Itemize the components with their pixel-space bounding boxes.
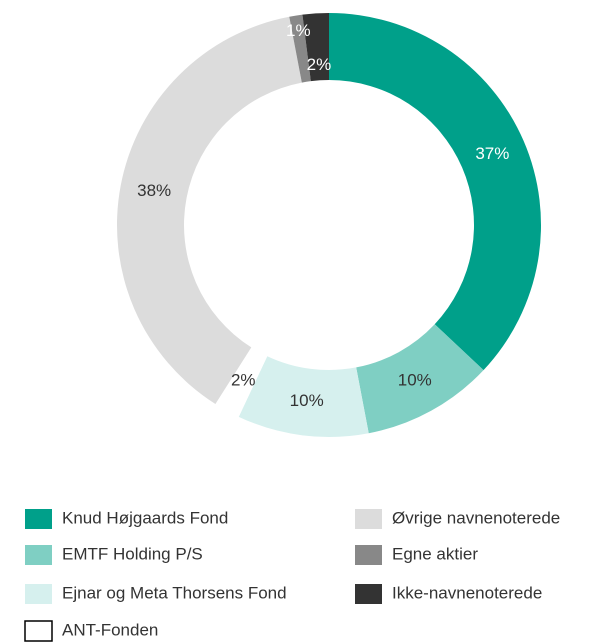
donut-segment [215, 347, 268, 417]
data-label: 2% [307, 55, 332, 74]
donut-segment [117, 16, 302, 404]
donut-segment [356, 324, 484, 434]
donut-segment [329, 13, 541, 371]
legend-label: Egne aktier [392, 544, 478, 563]
data-label: 10% [398, 370, 432, 389]
data-label: 37% [475, 144, 509, 163]
legend-label: Ejnar og Meta Thorsens Fond [62, 583, 287, 602]
legend-label: Knud Højgaards Fond [62, 508, 228, 527]
legend-label: EMTF Holding P/S [62, 544, 203, 563]
legend-swatch [355, 545, 382, 565]
data-label: 2% [231, 370, 256, 389]
data-label: 10% [290, 391, 324, 410]
legend-swatch [25, 584, 52, 604]
donut-segment [302, 13, 329, 82]
legend-label: ANT-Fonden [62, 620, 158, 639]
donut-segment [238, 356, 369, 437]
data-label: 38% [137, 181, 171, 200]
legend-swatch [24, 620, 53, 642]
data-label: 1% [286, 21, 311, 40]
legend-label: Øvrige navnenoterede [392, 508, 560, 527]
donut-segment [289, 14, 311, 83]
legend-swatch [355, 584, 382, 604]
legend-swatch [25, 545, 52, 565]
legend-label: Ikke-navnenoterede [392, 583, 542, 602]
legend-swatch [25, 509, 52, 529]
legend-swatch [355, 509, 382, 529]
